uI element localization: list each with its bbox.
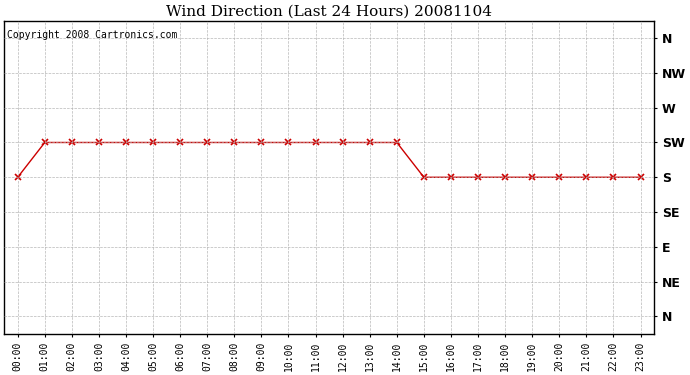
Text: Copyright 2008 Cartronics.com: Copyright 2008 Cartronics.com xyxy=(8,30,178,40)
Title: Wind Direction (Last 24 Hours) 20081104: Wind Direction (Last 24 Hours) 20081104 xyxy=(166,4,492,18)
